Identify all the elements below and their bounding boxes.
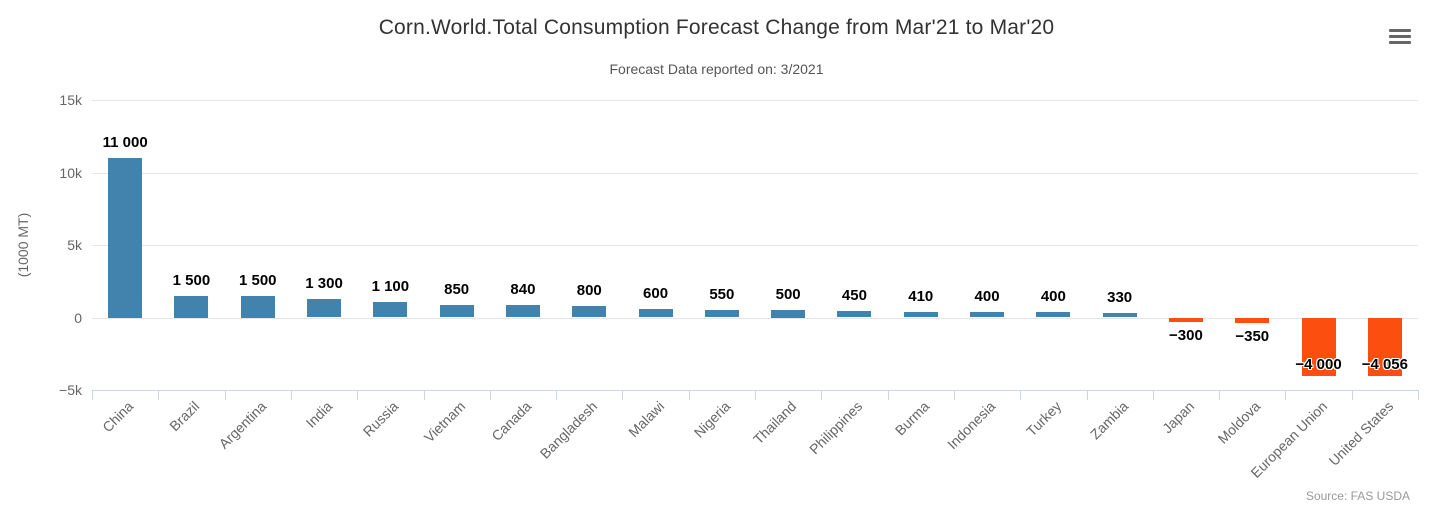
bar-burma[interactable] [903,311,938,318]
bar-indonesia[interactable] [970,311,1005,318]
bar-china[interactable] [108,158,143,318]
hamburger-menu-icon [1389,29,1411,32]
x-axis-tick [556,390,558,400]
bar-value-label: 800 [576,281,602,299]
bar-value-label: 1 500 [238,271,277,289]
x-axis-tick [1351,390,1353,400]
x-axis-tick [887,390,889,400]
chart-context-menu-button[interactable] [1387,26,1413,48]
x-axis-tick [290,390,292,400]
y-gridline [92,245,1418,246]
x-axis-tick [158,390,160,400]
bar-vietnam[interactable] [439,305,474,318]
bar-united-states[interactable] [1367,317,1402,377]
y-axis-tick-label: 0 [74,309,82,326]
x-axis-tick [224,390,226,400]
bar-value-label: 400 [974,287,1000,305]
x-axis-tick [1152,390,1154,400]
x-axis-tick [1219,390,1221,400]
x-axis-tick [92,390,93,400]
bar-value-label: 1 500 [172,271,211,289]
bar-value-label: 330 [1107,288,1133,306]
bar-russia[interactable] [373,301,408,318]
bar-bangladesh[interactable] [572,305,607,318]
x-axis-tick [1285,390,1287,400]
y-axis-tick-label: −5k [59,382,82,398]
bar-nigeria[interactable] [704,309,739,318]
x-axis-tick [1418,390,1419,400]
bar-value-label: 400 [1040,287,1066,305]
x-axis-tick [688,390,690,400]
x-axis-tick [489,390,491,400]
chart-subtitle: Forecast Data reported on: 3/2021 [609,61,824,77]
bar-malawi[interactable] [638,308,673,318]
x-axis-tick [357,390,359,400]
bar-thailand[interactable] [771,310,806,318]
x-axis-tick [423,390,425,400]
bar-brazil[interactable] [174,295,209,318]
x-axis-tick [622,390,624,400]
x-axis-tick [953,390,955,400]
y-axis-tick-label: 10k [59,164,82,181]
bar-value-label: 1 300 [305,274,343,292]
source-credit: Source: FAS USDA [1305,489,1410,503]
bar-value-label: 850 [444,281,470,299]
bar-moldova[interactable] [1235,317,1270,323]
bar-european-union[interactable] [1301,317,1336,376]
x-axis-tick [1020,390,1022,400]
bar-india[interactable] [307,298,342,318]
x-axis-tick [1086,390,1088,400]
bar-value-label: −4 000 [1295,355,1342,373]
bar-zambia[interactable] [1102,312,1137,318]
bar-philippines[interactable] [837,310,872,318]
bar-value-label: −350 [1235,327,1270,345]
hamburger-menu-icon [1389,35,1411,38]
y-axis-tick-label: 15k [59,92,82,108]
bar-value-label: 840 [510,281,536,299]
x-axis-tick [755,390,756,400]
bar-value-label: 600 [643,284,669,302]
hamburger-menu-icon [1389,41,1411,44]
bar-value-label: 450 [841,286,867,304]
bar-value-label: 1 100 [371,277,410,295]
bar-value-label: 500 [775,286,801,304]
y-gridline [92,172,1418,174]
bar-value-label: 550 [709,285,735,303]
bar-argentina[interactable] [240,295,275,318]
y-gridline [92,100,1418,101]
bar-turkey[interactable] [1036,311,1071,318]
bar-value-label: −300 [1169,326,1203,344]
x-axis-label: China [99,398,137,436]
chart-title: Corn.World.Total Consumption Forecast Ch… [378,16,1055,39]
bar-japan[interactable] [1168,317,1203,322]
x-axis-tick [821,390,823,400]
bar-value-label: 11 000 [102,134,148,151]
y-axis-tick-label: 5k [67,237,82,253]
y-gridline [92,317,1418,319]
bar-canada[interactable] [505,305,540,318]
bar-value-label: 410 [908,287,934,305]
bar-value-label: −4 056 [1361,356,1408,374]
